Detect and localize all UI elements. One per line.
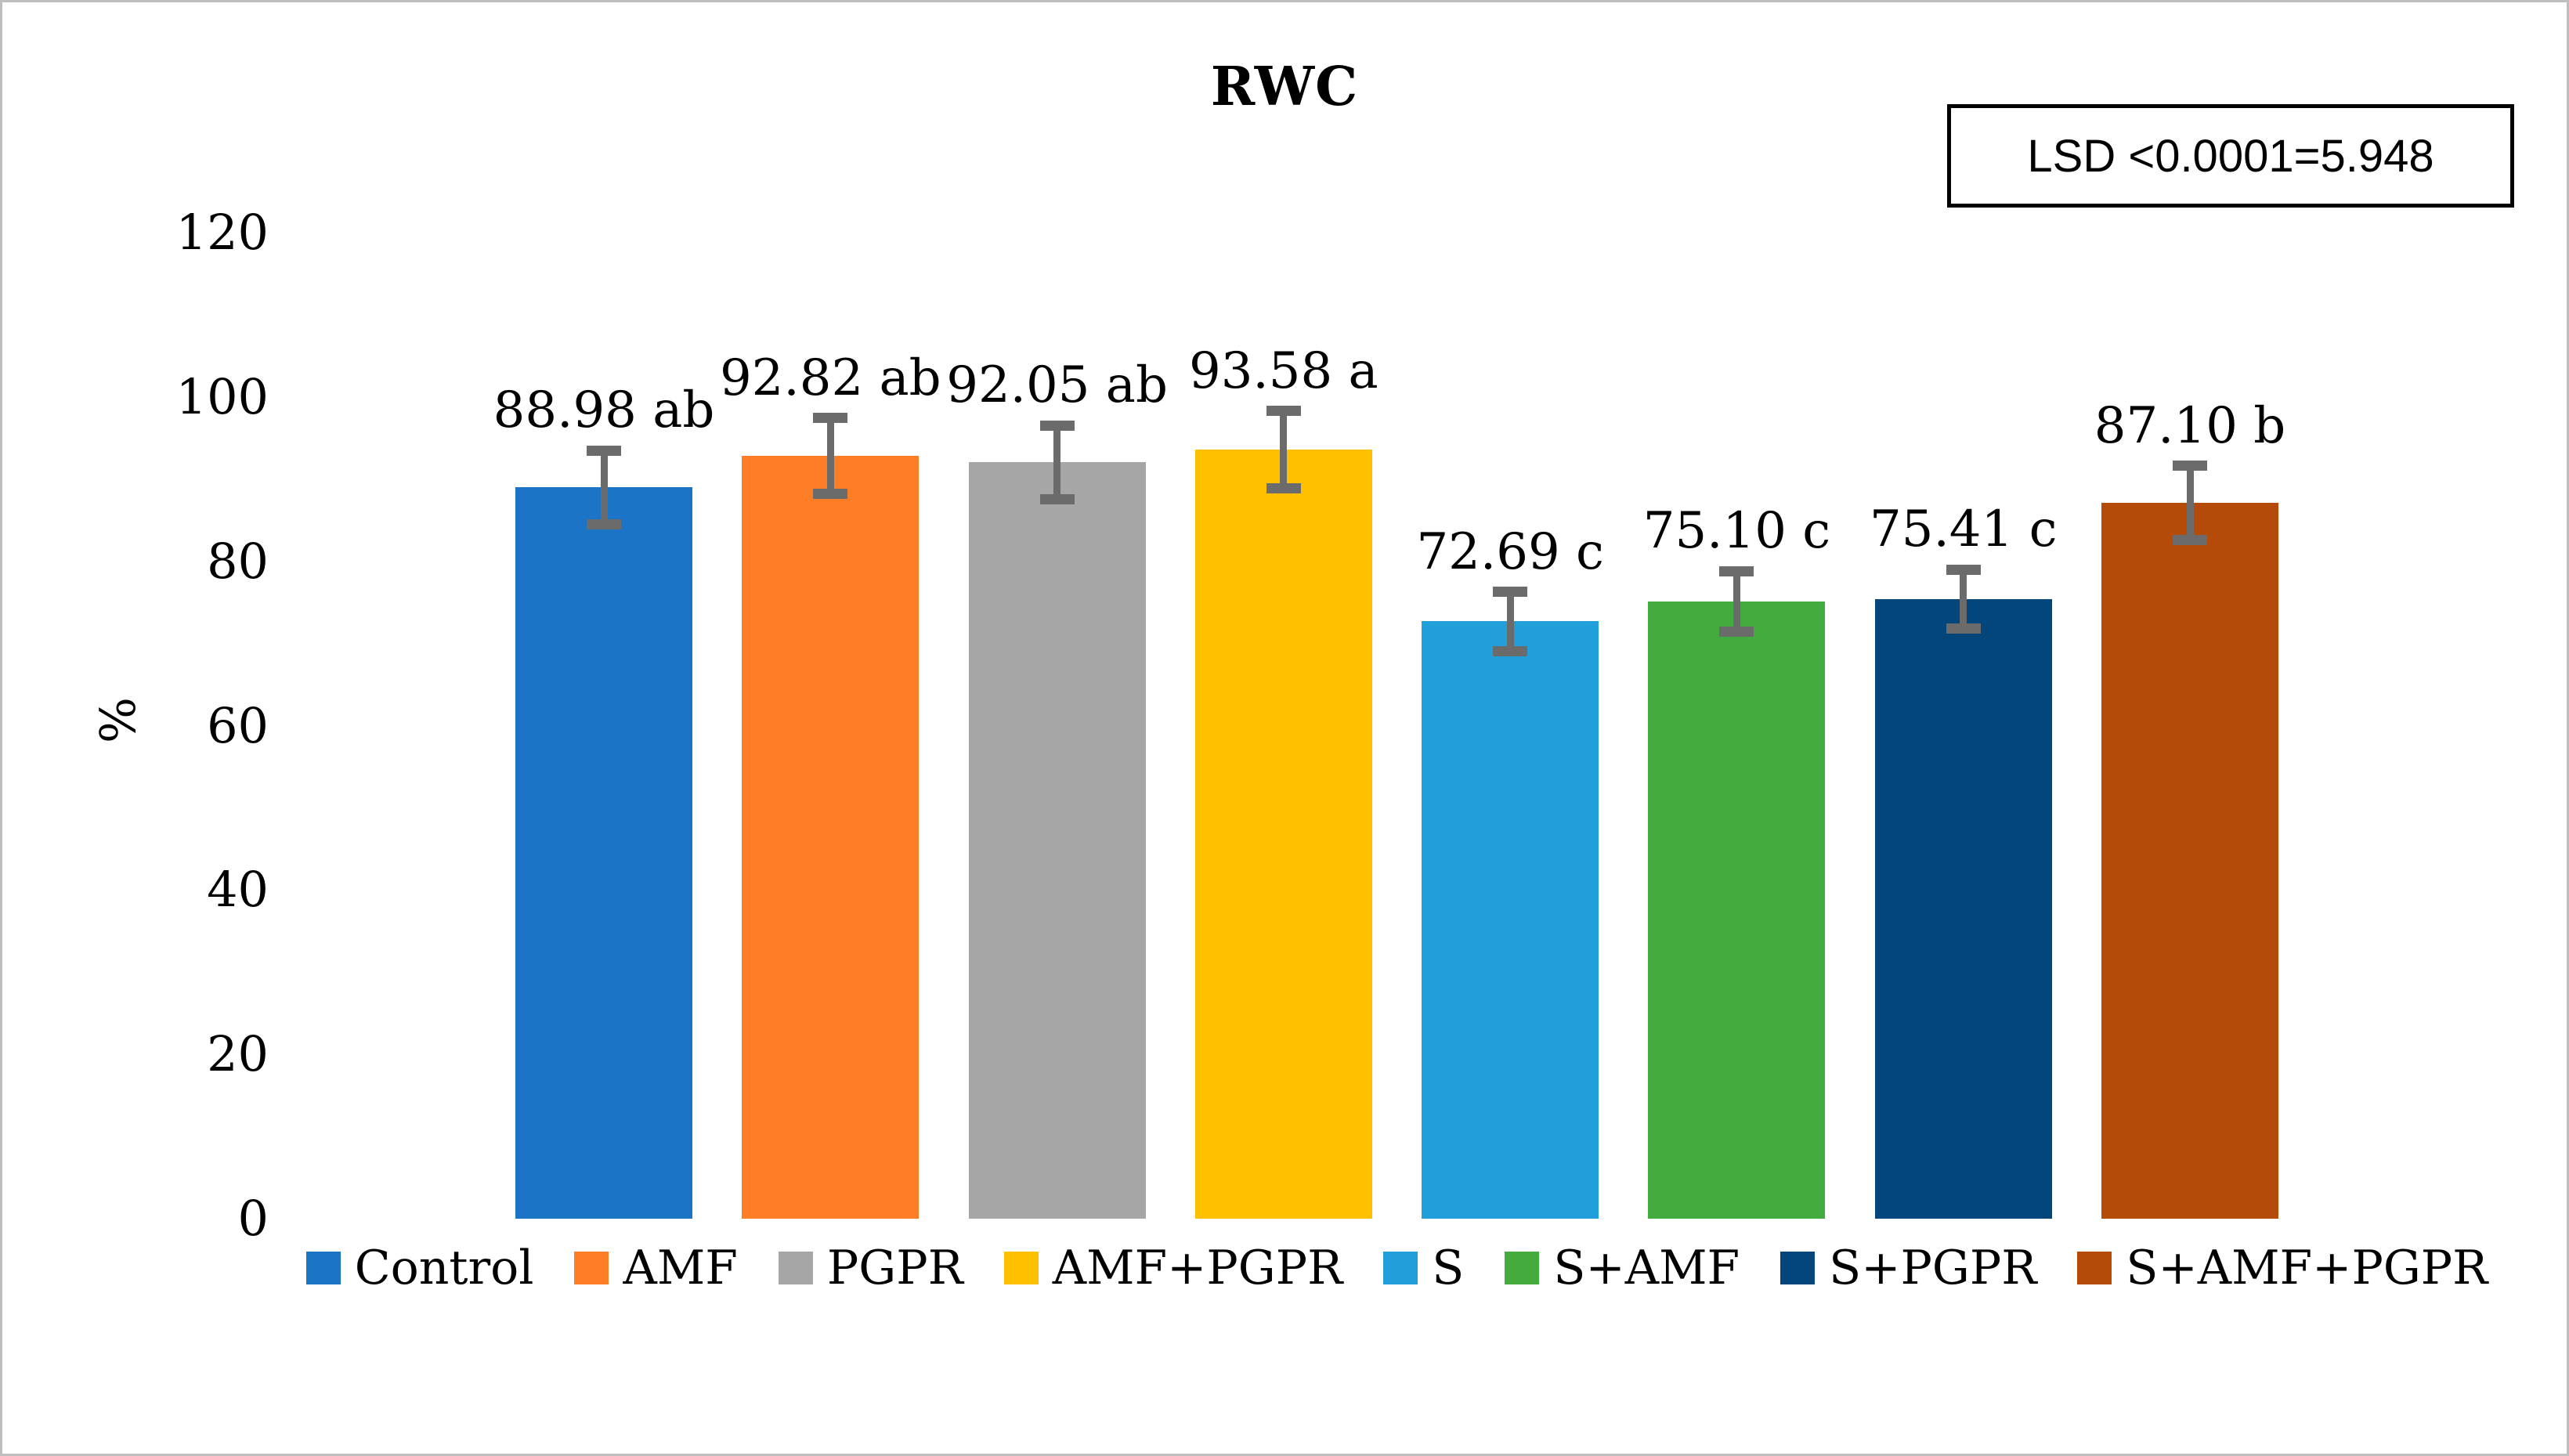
error-bar <box>1280 410 1288 489</box>
legend-swatch <box>1383 1252 1418 1284</box>
y-tick-label: 0 <box>237 1190 269 1247</box>
bar-value-label: 75.41 c <box>1870 500 2058 559</box>
error-bar-cap <box>813 488 848 499</box>
legend-swatch <box>305 1252 341 1284</box>
legend-item-PGPR: PGPR <box>778 1241 963 1295</box>
bar-value-label: 93.58 a <box>1188 341 1378 400</box>
bar-S+AMF+PGPR <box>2101 503 2278 1219</box>
error-bar-cap <box>1719 565 1754 576</box>
error-bar <box>1506 591 1514 652</box>
error-bar <box>2186 465 2194 540</box>
bar-Control <box>515 487 692 1219</box>
error-bar-cap <box>2173 534 2207 545</box>
y-tick-label: 20 <box>207 1025 269 1083</box>
error-bar-cap <box>1266 406 1301 417</box>
error-bar <box>826 417 834 494</box>
error-bar <box>1053 425 1061 500</box>
bar-S+PGPR <box>1874 598 2052 1219</box>
bar-value-label: 75.10 c <box>1642 502 1831 561</box>
error-bar-cap <box>1946 564 1981 575</box>
legend-item-S: S <box>1383 1242 1464 1294</box>
legend-swatch <box>2077 1252 2112 1284</box>
bar-PGPR <box>968 462 1146 1219</box>
legend-item-AMF+PGPR: AMF+PGPR <box>1003 1241 1343 1295</box>
bar-value-label: 92.82 ab <box>719 349 941 407</box>
legend-label: S <box>1432 1241 1465 1295</box>
lsd-annotation-text: LSD <0.0001=5.948 <box>2027 130 2434 182</box>
error-bar-cap <box>1493 645 1528 656</box>
bar-value-label: 72.69 c <box>1416 522 1604 581</box>
legend-swatch <box>1780 1252 1816 1284</box>
legend-label: AMF <box>623 1241 738 1295</box>
y-tick-label: 120 <box>175 204 269 261</box>
error-bar-cap <box>1039 420 1075 431</box>
legend-item-S+AMF: S+AMF <box>1505 1242 1740 1294</box>
bar-value-label: 88.98 ab <box>493 381 715 440</box>
bar-S+AMF <box>1648 602 1826 1219</box>
error-bar-cap <box>1946 623 1981 634</box>
y-tick-label: 40 <box>207 861 269 919</box>
error-bar-cap <box>1493 587 1528 598</box>
legend-item-S+PGPR: S+PGPR <box>1780 1242 2036 1294</box>
error-bar <box>600 450 608 525</box>
legend-label: AMF+PGPR <box>1052 1241 1343 1295</box>
error-bar-cap <box>813 413 848 424</box>
error-bar-cap <box>587 445 621 456</box>
bar-value-label: 92.05 ab <box>946 356 1168 415</box>
legend-label: S+AMF <box>1553 1241 1740 1295</box>
legend-swatch <box>1505 1252 1540 1284</box>
legend-swatch <box>574 1252 609 1284</box>
y-tick-label: 60 <box>207 696 269 754</box>
legend-item-Control: Control <box>305 1241 534 1295</box>
plot-area: 88.98 ab 92.82 ab 92.05 ab 93.58 a 72.69 c 75… <box>493 233 2285 1219</box>
error-bar-cap <box>1039 493 1075 504</box>
legend-label: Control <box>354 1241 534 1295</box>
error-bar <box>1960 569 1967 629</box>
error-bar <box>1733 571 1740 632</box>
bar-AMF <box>742 456 920 1219</box>
error-bar-cap <box>1266 483 1301 494</box>
bar-S <box>1422 621 1599 1219</box>
legend-label: S+PGPR <box>1829 1241 2037 1295</box>
error-bar-cap <box>587 519 621 530</box>
chart-title: RWC <box>1210 56 1359 118</box>
error-bar-cap <box>2173 461 2207 471</box>
y-tick-label: 100 <box>175 367 269 425</box>
legend-label: PGPR <box>826 1241 963 1295</box>
legend-label: S+AMF+PGPR <box>2126 1241 2488 1295</box>
legend-swatch <box>1003 1252 1039 1284</box>
y-tick-label: 80 <box>207 532 269 590</box>
legend-item-AMF: AMF <box>574 1241 738 1295</box>
lsd-annotation-box: LSD <0.0001=5.948 <box>1947 104 2514 208</box>
legend: Control AMF PGPR AMF+PGPR S S+AMF S+PGPR S+AMF+… <box>305 1241 2488 1295</box>
legend-item-S+AMF+PGPR: S+AMF+PGPR <box>2077 1242 2488 1294</box>
error-bar-cap <box>1719 627 1754 638</box>
bar-value-label: 87.10 b <box>2094 396 2286 455</box>
legend-swatch <box>778 1252 813 1284</box>
bar-AMF+PGPR <box>1194 450 1372 1219</box>
